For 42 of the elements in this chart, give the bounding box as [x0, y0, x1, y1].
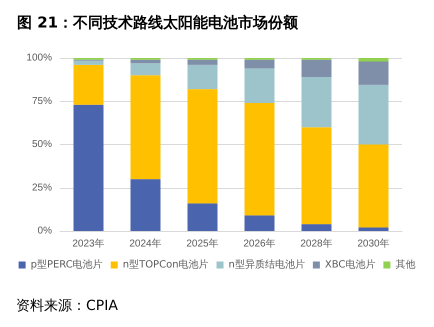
y-tick-label: 50%	[32, 139, 52, 150]
bar	[188, 60, 218, 65]
legend-label: n型异质结电池片	[228, 258, 305, 270]
bar	[74, 60, 104, 65]
bar	[188, 203, 218, 231]
y-tick-label: 0%	[38, 226, 52, 236]
bar	[358, 84, 388, 144]
legend-label: p型PERC电池片	[30, 258, 103, 270]
bar	[244, 102, 274, 216]
text: 资料来源：CPIA	[16, 298, 118, 314]
bar	[302, 224, 332, 231]
chart-title: 图 21：不同技术路线太阳能电池市场份额	[17, 14, 300, 32]
y-tick-label: 25%	[32, 182, 52, 194]
x-tick-label: 2024年	[129, 238, 162, 250]
bar	[188, 89, 218, 204]
y-tick-label: 75%	[32, 96, 52, 107]
y-tick-label: 100%	[26, 52, 52, 64]
bar	[358, 58, 388, 62]
bar	[302, 77, 332, 128]
bar	[358, 228, 388, 231]
bar	[130, 60, 160, 64]
bar	[358, 61, 388, 85]
x-tick-label: 2026年	[243, 238, 276, 250]
bar	[302, 60, 332, 78]
bar	[358, 144, 388, 228]
bar	[244, 68, 274, 103]
bar	[244, 215, 274, 231]
x-tick-label: 2025年	[186, 238, 219, 250]
legend-label: XBC电池片	[324, 258, 376, 270]
bar	[188, 64, 218, 90]
bar	[74, 104, 104, 231]
x-tick-label: 2023年	[72, 238, 105, 250]
x-tick-label: 2030年	[357, 238, 390, 250]
legend-label: 其他	[395, 258, 416, 270]
bar	[302, 127, 332, 224]
bar	[74, 64, 104, 105]
bar	[130, 63, 160, 76]
bar	[130, 179, 160, 231]
x-tick-label: 2028年	[300, 238, 333, 250]
bar	[244, 60, 274, 68]
legend-label: n型TOPCon电池片	[122, 258, 209, 270]
bar	[130, 75, 160, 180]
